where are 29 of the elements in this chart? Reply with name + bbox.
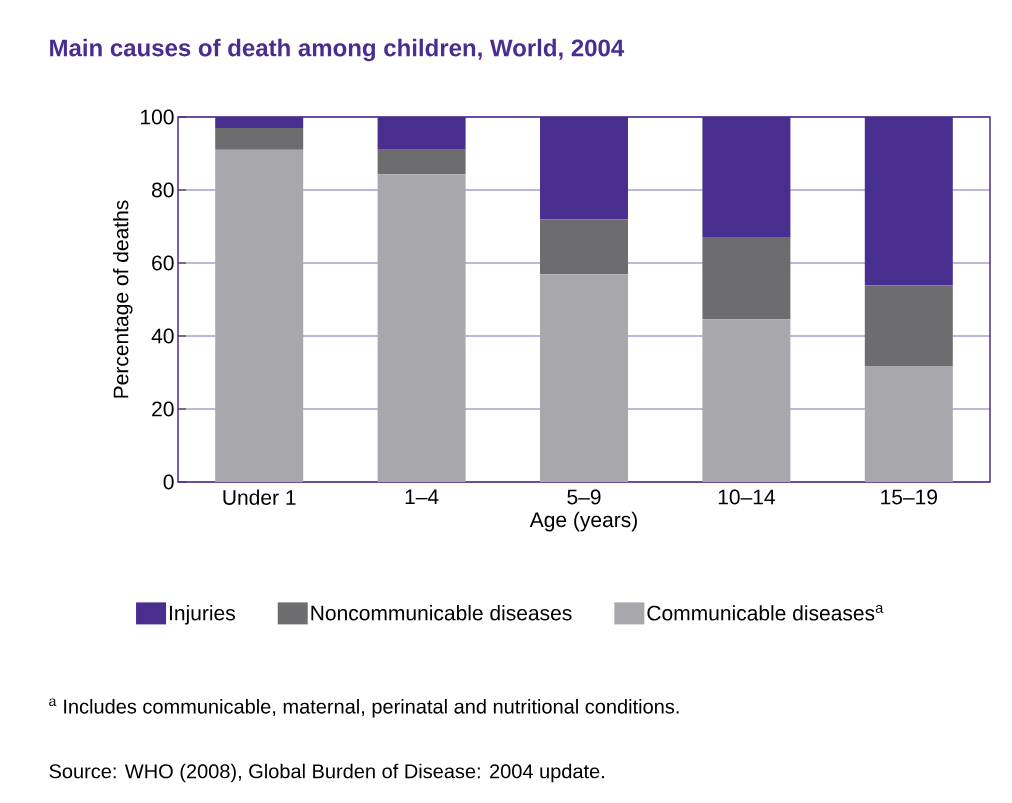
x-tick-label: 5–9 [567, 489, 601, 505]
bar [215, 149, 304, 482]
y-tick-label: 100 [141, 109, 174, 125]
x-axis-title: Age (years) [529, 511, 637, 532]
bar [864, 285, 953, 366]
bar [702, 319, 791, 482]
bar [702, 237, 791, 320]
y-tick-label: 40 [151, 328, 174, 344]
y-axis-title: Percentage of deaths [113, 200, 133, 398]
bar [377, 174, 466, 482]
y-tick-label: 60 [152, 255, 174, 271]
bar [540, 274, 628, 482]
bar [540, 219, 628, 275]
bar [215, 127, 304, 150]
y-tick-label: 80 [152, 182, 174, 198]
x-tick-label: 1–4 [405, 489, 439, 504]
x-tick-label: 15–19 [881, 489, 937, 505]
legend-label: Communicable diseases$^{a}$ [647, 604, 884, 621]
bar [864, 365, 953, 482]
legend-label: Noncommunicable diseases [311, 605, 572, 621]
legend-label: Injuries [169, 605, 235, 625]
y-tick-label: 20 [152, 401, 174, 417]
y-tick-label: 0 [163, 474, 174, 490]
source-note: Source: WHO (2008), Global Burden of Disease: 2004 update. [49, 763, 604, 783]
x-tick-label: Under 1 [223, 489, 296, 505]
x-tick-label: 10–14 [718, 489, 775, 505]
text: $^{a}$ Includes communicable, maternal, perinatal and nutritional conditions. [49, 698, 679, 718]
chart-title: Main causes of death among children, World, 2004 [50, 38, 625, 62]
bar [377, 149, 466, 175]
